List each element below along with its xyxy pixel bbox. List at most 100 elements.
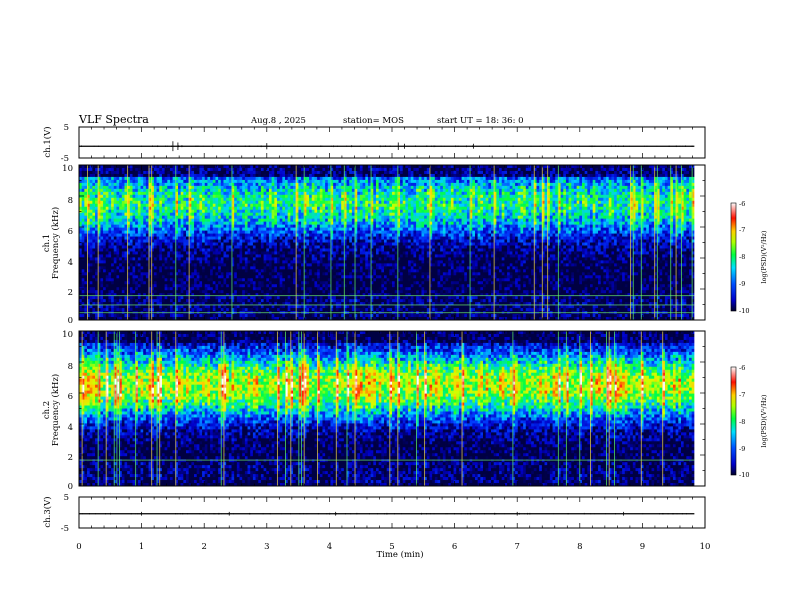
spectrogram-cell [301, 248, 305, 252]
spectrogram-cell [319, 167, 323, 172]
spectrogram-cell [175, 230, 179, 234]
spectrogram-cell [121, 182, 125, 187]
spectrogram-cell [129, 296, 133, 300]
spectrogram-cell [151, 287, 155, 291]
spectrogram-cell [306, 194, 310, 199]
spectrogram-cell [322, 200, 326, 205]
spectrogram-cell [244, 281, 248, 285]
spectrogram-cell [210, 227, 214, 231]
spectrogram-cell [151, 179, 155, 184]
spectrogram-cell [148, 308, 152, 312]
spectrogram-cell [309, 308, 313, 312]
spectrogram-cell [247, 165, 251, 169]
spectrogram-cell [111, 260, 115, 264]
spectrogram-cell [279, 197, 283, 202]
spectrogram-cell [177, 269, 182, 273]
spectrogram-cell [129, 197, 133, 202]
spectrogram-cell [151, 182, 155, 187]
spectrogram-cell [317, 281, 321, 285]
spectrogram-cell [100, 176, 104, 181]
spectrogram-cell [143, 215, 147, 220]
spectrogram-cell [319, 203, 323, 208]
spectrogram-cell [247, 176, 251, 181]
spectrogram-cell [95, 263, 99, 267]
spectrogram-cell [135, 308, 139, 312]
spectrogram-cell [207, 275, 211, 279]
spectrogram-cell [282, 284, 286, 288]
spectrogram-cell [268, 281, 273, 285]
spectrogram-cell [276, 254, 281, 258]
spectrogram-cell [199, 287, 203, 291]
spectrogram-cell [175, 275, 179, 279]
spectrogram-cell [234, 263, 238, 267]
spectrogram-cell [228, 200, 232, 205]
spectrogram-cell [202, 299, 206, 303]
spectrogram-cell [242, 206, 246, 211]
spectrogram-cell [234, 296, 238, 300]
spectrogram-cell [81, 278, 85, 282]
spectrogram-cell [287, 200, 291, 205]
spectrogram-cell [212, 251, 216, 255]
spectrogram-cell [172, 302, 176, 306]
spectrogram-cell [271, 290, 275, 294]
spectrogram-cell [317, 248, 321, 252]
spectrogram-cell [161, 179, 166, 184]
spectrogram-cell [92, 269, 96, 273]
spectrogram-cell [124, 308, 128, 312]
spectrogram-cell [293, 254, 297, 258]
spectrogram-cell [266, 257, 270, 261]
spectrogram-cell [268, 233, 273, 237]
spectrogram-cell [317, 236, 321, 240]
spectrogram-cell [314, 239, 318, 243]
spectrogram-cell [169, 269, 174, 273]
spectrogram-cell [268, 239, 273, 243]
spectrogram-cell [145, 194, 149, 199]
spectrogram-cell [148, 191, 152, 196]
spectrogram-cell [119, 230, 123, 234]
spectrogram-cell [116, 275, 120, 279]
spectrogram-cell [151, 206, 155, 211]
spectrogram-cell [258, 209, 262, 214]
spectrogram-cell [204, 296, 208, 300]
spectrogram-cell [285, 203, 289, 208]
spectrogram-cell [239, 314, 243, 318]
spectrogram-cell [92, 215, 96, 220]
spectrogram-cell [274, 188, 278, 193]
spectrogram-cell [263, 165, 267, 169]
spectrogram-cell [202, 284, 206, 288]
spectrogram-cell [172, 173, 176, 178]
spectrogram-cell [84, 194, 88, 199]
spectrogram-cell [129, 200, 133, 205]
spectrogram-cell [226, 182, 230, 187]
spectrogram-cell [103, 167, 107, 172]
spectrogram-cell [276, 272, 281, 276]
spectrogram-cell [319, 308, 323, 312]
spectrogram-cell [260, 317, 265, 321]
spectrogram-cell [180, 254, 184, 258]
spectrogram-cell [108, 197, 112, 202]
spectrogram-cell [156, 245, 160, 249]
spectrogram-cell [151, 317, 155, 321]
spectrogram-cell [194, 194, 198, 199]
spectrogram-cell [250, 233, 254, 237]
spectrogram-cell [258, 215, 262, 220]
spectrogram-cell [279, 254, 283, 258]
spectrogram-cell [231, 230, 235, 234]
spectrogram-cell [226, 203, 230, 208]
spectrogram-cell [239, 296, 243, 300]
spectrogram-cell [84, 203, 88, 208]
spectrogram-cell [260, 218, 265, 223]
spectrogram-cell [226, 314, 230, 318]
spectrogram-cell [301, 179, 305, 184]
spectrogram-cell [137, 230, 141, 234]
spectrogram-cell [210, 191, 214, 196]
spectrogram-cell [271, 272, 275, 276]
spectrogram-cell [129, 299, 133, 303]
spectrogram-cell [196, 278, 200, 282]
spectrogram-cell [314, 242, 318, 246]
spectrogram-cell [177, 290, 182, 294]
spectrogram-cell [301, 185, 305, 190]
spectrogram-cell [172, 194, 176, 199]
spectrogram-cell [325, 254, 329, 258]
spectrogram-cell [196, 194, 200, 199]
